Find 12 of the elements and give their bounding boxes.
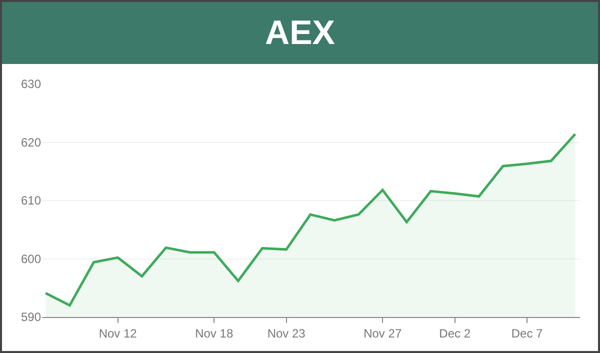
x-tick-label: Dec 2 (439, 326, 471, 340)
x-tick-label: Nov 27 (364, 326, 402, 340)
x-tick-label: Nov 23 (267, 326, 306, 340)
y-tick-label: 590 (20, 310, 42, 324)
x-tick-label: Nov 18 (195, 326, 234, 340)
x-tick-label: Nov 12 (98, 326, 138, 340)
y-tick-label: 610 (20, 194, 42, 208)
y-tick-label: 620 (20, 135, 42, 150)
chart-title: AEX (2, 2, 598, 64)
x-tick-label: Dec 7 (511, 326, 544, 340)
y-tick-label: 600 (20, 252, 42, 266)
y-tick-label: 630 (20, 77, 42, 92)
